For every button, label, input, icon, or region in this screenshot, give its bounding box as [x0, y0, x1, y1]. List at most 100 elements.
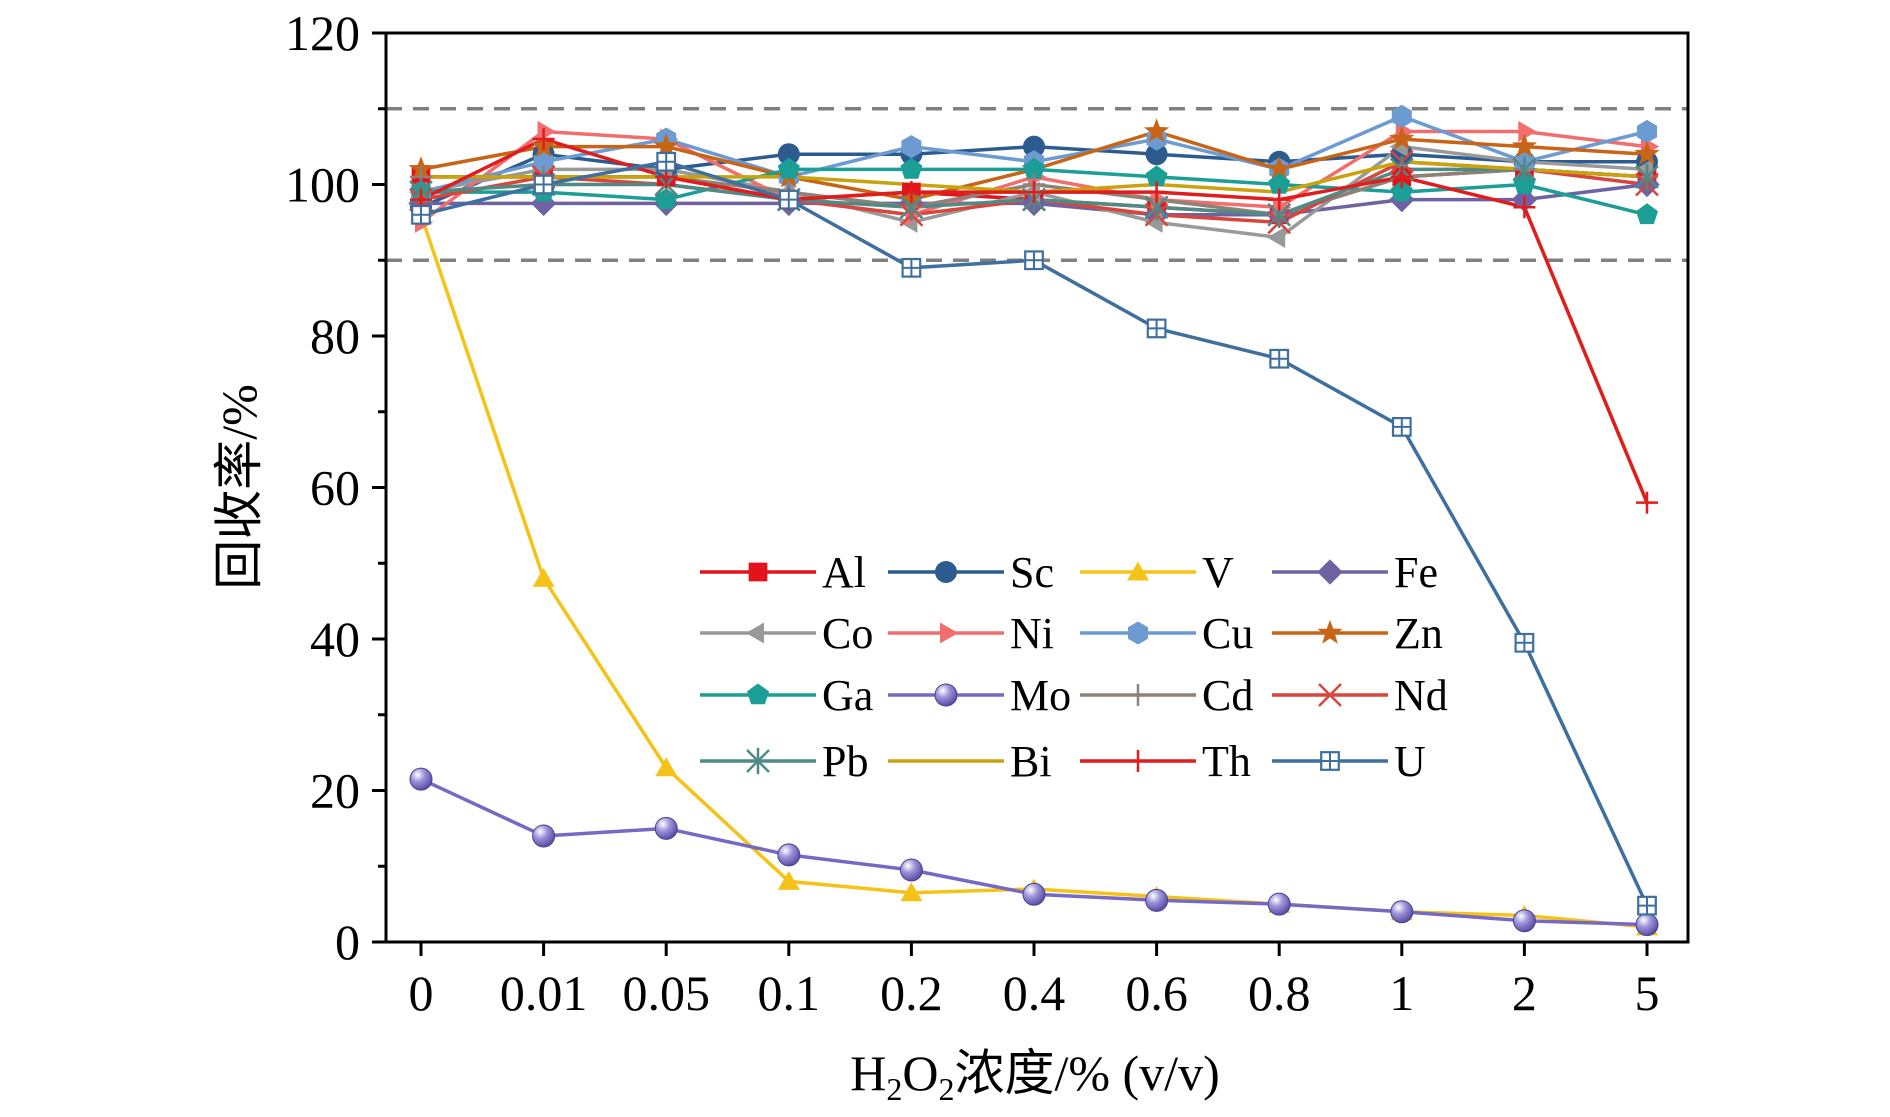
data-point-cu	[1637, 119, 1657, 143]
data-point-th	[1390, 165, 1413, 188]
data-point-v	[532, 568, 555, 587]
legend-swatch-marker	[1318, 683, 1342, 707]
x-axis-title-sub2: 2	[938, 1071, 954, 1107]
legend-label: Mo	[1010, 671, 1071, 720]
data-point-mo	[409, 767, 433, 791]
data-point-cu	[1391, 104, 1412, 128]
data-point-u	[1146, 318, 1167, 339]
data-point-th	[1636, 491, 1658, 514]
data-point-co	[1267, 227, 1286, 248]
x-tick-label: 0.01	[500, 965, 588, 1021]
legend-label: Fe	[1394, 548, 1438, 597]
data-point-cu	[533, 150, 554, 174]
data-point-ni	[1518, 121, 1537, 142]
data-point-th	[532, 128, 555, 151]
data-point-u	[1269, 348, 1290, 369]
data-point-ga	[655, 188, 678, 209]
data-point-zn	[1144, 118, 1170, 143]
legend-swatch-marker	[1317, 559, 1343, 585]
data-point-mo	[1635, 913, 1659, 937]
x-tick-label: 0.05	[622, 965, 710, 1021]
data-point-th	[1023, 181, 1045, 204]
data-point-ga	[1636, 203, 1658, 225]
legend-label: Ga	[822, 671, 873, 720]
legend-label: Th	[1202, 737, 1251, 786]
data-point-pb	[1635, 163, 1659, 191]
data-point-u	[901, 257, 922, 278]
legend-label: Cd	[1202, 671, 1253, 720]
data-point-th	[900, 181, 923, 204]
legend-item-sc: Sc	[888, 548, 1054, 597]
series-line-u	[420, 160, 1649, 907]
legend-label: Bi	[1010, 737, 1052, 786]
legend-swatch-marker	[746, 747, 770, 775]
legend-label: Cu	[1202, 609, 1253, 658]
data-point-pb	[1512, 156, 1537, 183]
data-point-ga	[1513, 172, 1536, 194]
data-point-mo	[1022, 882, 1046, 906]
legend-swatch-marker	[940, 622, 959, 644]
legend-item-fe: Fe	[1272, 548, 1438, 597]
series-markers	[408, 104, 1660, 937]
x-axis-ticks: 0 0.01 0.05 0.1 0.2 0.4 0.6 0.8 1 2 5	[409, 942, 1660, 1021]
legend-label: Al	[822, 548, 866, 597]
legend-swatch-marker	[748, 562, 768, 582]
data-point-u	[1024, 250, 1044, 271]
y-tick-label: 0	[335, 914, 360, 970]
data-point-mo	[777, 843, 801, 867]
data-point-mo	[1267, 892, 1291, 916]
y-tick-label: 20	[310, 763, 360, 819]
y-axis-ticks: 0 20 40 60 80 100 120	[285, 5, 386, 970]
legend-swatch-marker	[934, 683, 958, 707]
legend-label: Nd	[1394, 671, 1448, 720]
data-point-mo	[1390, 900, 1414, 924]
legend-label: Sc	[1010, 548, 1054, 597]
data-point-u	[1514, 632, 1535, 653]
legend-item-pb: Pb	[700, 737, 868, 786]
data-point-v	[900, 882, 923, 902]
data-point-mo	[1512, 909, 1536, 933]
y-tick-label: 100	[285, 157, 360, 213]
legend-swatch-marker	[935, 561, 957, 583]
data-point-u	[533, 174, 554, 195]
data-point-v	[777, 871, 800, 890]
legend-label: Pb	[822, 737, 868, 786]
legend-swatch-marker	[1127, 750, 1149, 772]
data-point-v	[655, 757, 678, 777]
legend-label: Co	[822, 609, 873, 658]
legend-item-nd: Nd	[1272, 671, 1448, 720]
data-point-u	[1637, 895, 1657, 916]
data-point-sc	[777, 143, 800, 166]
series-lines	[419, 114, 1649, 929]
data-point-th	[1145, 181, 1168, 204]
legend-swatch-marker	[1127, 684, 1149, 706]
legend-item-th: Th	[1080, 737, 1251, 786]
data-point-mo	[532, 824, 556, 848]
data-point-sc	[1023, 135, 1045, 158]
data-point-u	[411, 204, 431, 225]
series-points-u	[411, 151, 1657, 916]
data-point-ga	[1268, 172, 1291, 194]
x-tick-label: 5	[1635, 965, 1660, 1021]
data-point-ga	[900, 157, 923, 179]
data-point-th	[1513, 196, 1536, 219]
legend-swatch-marker	[745, 622, 764, 644]
legend-item-ni: Ni	[888, 609, 1054, 658]
legend-item-u: U	[1272, 737, 1426, 786]
x-tick-label: 0.4	[1003, 965, 1066, 1021]
legend-label: Zn	[1394, 609, 1443, 658]
legend-item-zn: Zn	[1272, 609, 1443, 658]
x-axis-title: H2O2浓度/% (v/v)	[850, 1045, 1219, 1107]
y-tick-label: 80	[310, 308, 360, 364]
data-point-zn	[1389, 125, 1415, 150]
legend-item-mo: Mo	[888, 671, 1071, 720]
legend-label: U	[1394, 737, 1426, 786]
legend-swatch-marker	[747, 683, 769, 705]
x-tick-label: 0.1	[758, 965, 821, 1021]
data-point-zn	[1266, 156, 1292, 180]
x-axis-title-sub1: 2	[886, 1071, 902, 1107]
y-tick-label: 40	[310, 611, 360, 667]
legend-label: V	[1202, 548, 1234, 597]
y-axis-title: 回收率/%	[211, 384, 267, 590]
y-tick-label: 60	[310, 460, 360, 516]
